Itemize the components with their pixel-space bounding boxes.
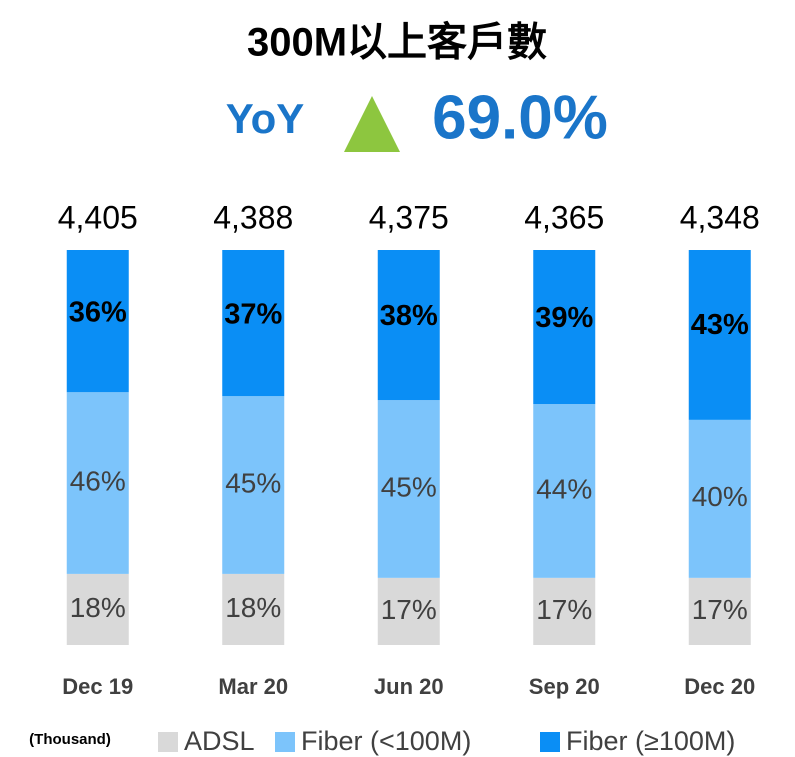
bar-segment: [533, 404, 596, 578]
legend-label: Fiber (≥100M): [566, 726, 735, 756]
value-label: 17%: [692, 594, 748, 625]
legend-label: ADSL: [184, 726, 255, 756]
value-label: 44%: [536, 473, 592, 504]
bar-segment: [533, 250, 596, 405]
bar-segment: [688, 250, 751, 420]
bar-segment: [377, 400, 440, 578]
legend-swatch: [540, 732, 560, 752]
total-label: 4,388: [213, 199, 293, 235]
bar-segment: [533, 577, 596, 645]
bar-segment: [222, 573, 285, 645]
value-label: 38%: [380, 300, 438, 332]
value-label: 17%: [381, 594, 437, 625]
legend-swatch: [275, 732, 295, 752]
value-label: 17%: [536, 594, 592, 625]
total-label: 4,365: [524, 199, 604, 235]
bar-segment: [222, 250, 285, 397]
x-tick-label: Mar 20: [218, 674, 288, 699]
legend-swatch: [158, 732, 178, 752]
bar-segment: [377, 577, 440, 645]
x-tick-label: Dec 19: [62, 674, 133, 699]
unit-note: (Thousand): [29, 731, 111, 748]
bar-segment: [688, 577, 751, 645]
value-label: 45%: [225, 467, 281, 498]
subtitle-value: 69.0%: [432, 83, 608, 152]
x-tick-label: Dec 20: [684, 674, 755, 699]
value-label: 39%: [535, 302, 593, 334]
total-label: 4,375: [369, 199, 449, 235]
x-tick-label: Jun 20: [374, 674, 444, 699]
value-label: 37%: [224, 298, 282, 330]
value-label: 18%: [70, 592, 126, 623]
value-label: 40%: [692, 481, 748, 512]
bar-segment: [66, 250, 129, 393]
total-label: 4,348: [680, 199, 760, 235]
bar-segment: [66, 392, 129, 574]
up-triangle: [344, 96, 400, 152]
value-label: 45%: [381, 471, 437, 502]
total-label: 4,405: [58, 199, 138, 235]
value-label: 36%: [69, 297, 127, 329]
legend-label: Fiber (<100M): [301, 726, 471, 756]
value-label: 18%: [225, 592, 281, 623]
bar-segment: [66, 573, 129, 645]
bar-segment: [222, 396, 285, 574]
bar-segment: [377, 250, 440, 401]
value-label: 46%: [70, 465, 126, 496]
bar-segment: [688, 419, 751, 578]
chart-title: 300M以上客戶數: [247, 21, 547, 65]
x-tick-label: Sep 20: [529, 674, 600, 699]
subtitle-prefix: YoY: [226, 95, 305, 142]
value-label: 43%: [691, 309, 749, 341]
